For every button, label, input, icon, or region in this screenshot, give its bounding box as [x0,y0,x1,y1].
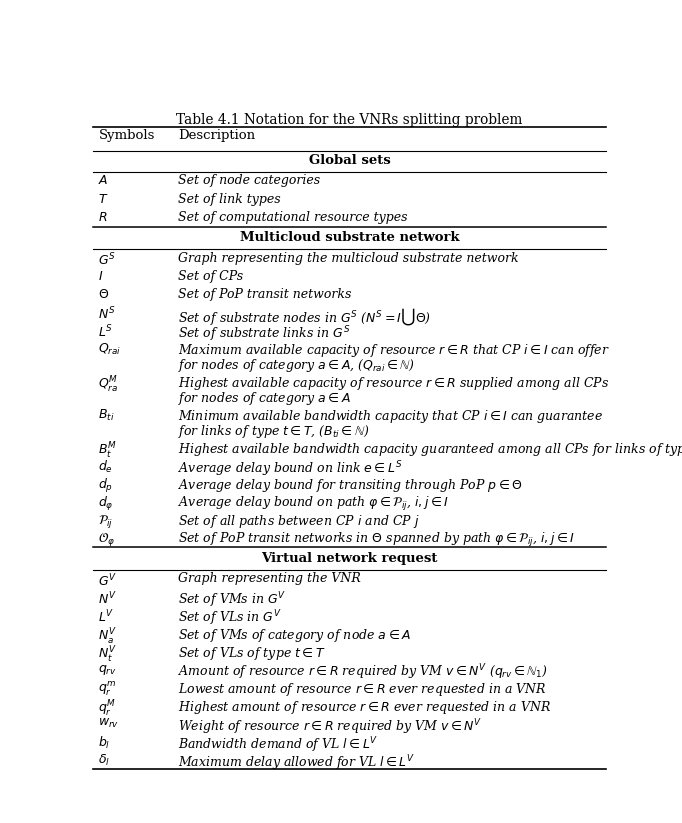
Text: $\Theta$: $\Theta$ [98,288,110,301]
Text: Set of substrate links in $G^S$: Set of substrate links in $G^S$ [178,324,351,344]
Text: Set of PoP transit networks: Set of PoP transit networks [178,288,351,301]
Text: Multicloud substrate network: Multicloud substrate network [239,231,460,244]
Text: $R$: $R$ [98,211,108,224]
Text: $G^S$: $G^S$ [98,252,117,268]
Text: Set of PoP transit networks in $\Theta$ spanned by path $\varphi \in \mathcal{P}: Set of PoP transit networks in $\Theta$ … [178,532,574,549]
Text: $A$: $A$ [98,174,109,188]
Text: $Q_{ra}^M$: $Q_{ra}^M$ [98,375,119,395]
Text: for nodes of category $a \in A$, ($Q_{rai} \in \mathbb{N}$): for nodes of category $a \in A$, ($Q_{ra… [178,357,415,374]
Text: $T$: $T$ [98,193,109,206]
Text: Description: Description [178,129,255,142]
Text: $I$: $I$ [98,270,104,283]
Text: Set of substrate nodes in $G^S$ ($N^S = I\bigcup\Theta$): Set of substrate nodes in $G^S$ ($N^S = … [178,306,431,327]
Text: $\mathcal{O}_\varphi$: $\mathcal{O}_\varphi$ [98,532,115,548]
Text: Highest amount of resource $r \in R$ ever requested in a VNR: Highest amount of resource $r \in R$ eve… [178,699,551,716]
Text: Set of link types: Set of link types [178,193,280,206]
Text: $G^V$: $G^V$ [98,573,117,589]
Text: Symbols: Symbols [98,129,155,142]
Text: $d_\varphi$: $d_\varphi$ [98,495,114,514]
Text: $N_t^V$: $N_t^V$ [98,644,117,665]
Text: $q_r^m$: $q_r^m$ [98,681,117,699]
Text: Virtual network request: Virtual network request [261,552,438,565]
Text: $N^S$: $N^S$ [98,306,116,323]
Text: $B_t^M$: $B_t^M$ [98,441,117,461]
Text: Bandwidth demand of VL $l \in L^V$: Bandwidth demand of VL $l \in L^V$ [178,735,378,755]
Text: Global sets: Global sets [309,154,390,167]
Text: $q_r^M$: $q_r^M$ [98,699,117,719]
Text: Set of VLs of type $t \in T$: Set of VLs of type $t \in T$ [178,644,325,662]
Text: Maximum delay allowed for VL $l \in L^V$: Maximum delay allowed for VL $l \in L^V$ [178,753,415,773]
Text: $N^V$: $N^V$ [98,591,117,607]
Text: Average delay bound for transiting through PoP $p \in \Theta$: Average delay bound for transiting throu… [178,477,522,494]
Text: Set of VLs in $G^V$: Set of VLs in $G^V$ [178,608,282,628]
Text: Amount of resource $r \in R$ required by VM $v \in N^V$ ($q_{rv} \in \mathbb{N}_: Amount of resource $r \in R$ required by… [178,663,548,682]
Text: Highest available bandwidth capacity guaranteed among all CPs for links of type : Highest available bandwidth capacity gua… [178,441,682,458]
Text: Set of VMs in $G^V$: Set of VMs in $G^V$ [178,591,286,610]
Text: Average delay bound on link $e \in L^S$: Average delay bound on link $e \in L^S$ [178,459,402,479]
Text: $\delta_l$: $\delta_l$ [98,753,110,768]
Text: $Q_{rai}$: $Q_{rai}$ [98,342,121,357]
Text: $L^V$: $L^V$ [98,608,115,625]
Text: for nodes of category $a \in A$: for nodes of category $a \in A$ [178,390,351,407]
Text: Maximum available capacity of resource $r \in R$ that CP $i \in I$ can offer: Maximum available capacity of resource $… [178,342,610,359]
Text: Lowest amount of resource $r \in R$ ever requested in a VNR: Lowest amount of resource $r \in R$ ever… [178,681,546,698]
Text: Highest available capacity of resource $r \in R$ supplied among all CPs: Highest available capacity of resource $… [178,375,609,392]
Text: $N_a^V$: $N_a^V$ [98,626,117,647]
Text: Set of node categories: Set of node categories [178,174,320,188]
Text: Set of VMs of category of node $a \in A$: Set of VMs of category of node $a \in A$ [178,626,411,644]
Text: $w_{rv}$: $w_{rv}$ [98,717,119,730]
Text: for links of type $t \in T$, ($B_{ti} \in \mathbb{N}$): for links of type $t \in T$, ($B_{ti} \i… [178,423,369,440]
Text: Table 4.1 Notation for the VNRs splitting problem: Table 4.1 Notation for the VNRs splittin… [177,114,522,128]
Text: $L^S$: $L^S$ [98,324,114,341]
Text: $b_l$: $b_l$ [98,735,110,751]
Text: Set of all paths between CP $i$ and CP $j$: Set of all paths between CP $i$ and CP $… [178,514,419,530]
Text: $B_{ti}$: $B_{ti}$ [98,408,115,423]
Text: $d_e$: $d_e$ [98,459,113,475]
Text: Set of computational resource types: Set of computational resource types [178,211,407,224]
Text: $d_p$: $d_p$ [98,477,114,495]
Text: Weight of resource $r \in R$ required by VM $v \in N^V$: Weight of resource $r \in R$ required by… [178,717,482,737]
Text: Average delay bound on path $\varphi \in \mathcal{P}_{ij}$, $i, j \in I$: Average delay bound on path $\varphi \in… [178,495,449,514]
Text: $q_{rv}$: $q_{rv}$ [98,663,117,677]
Text: Set of CPs: Set of CPs [178,270,243,283]
Text: $\mathcal{P}_{ij}$: $\mathcal{P}_{ij}$ [98,514,114,530]
Text: Minimum available bandwidth capacity that CP $i \in I$ can guarantee: Minimum available bandwidth capacity tha… [178,408,603,425]
Text: Graph representing the multicloud substrate network: Graph representing the multicloud substr… [178,252,518,265]
Text: Graph representing the VNR: Graph representing the VNR [178,573,361,585]
